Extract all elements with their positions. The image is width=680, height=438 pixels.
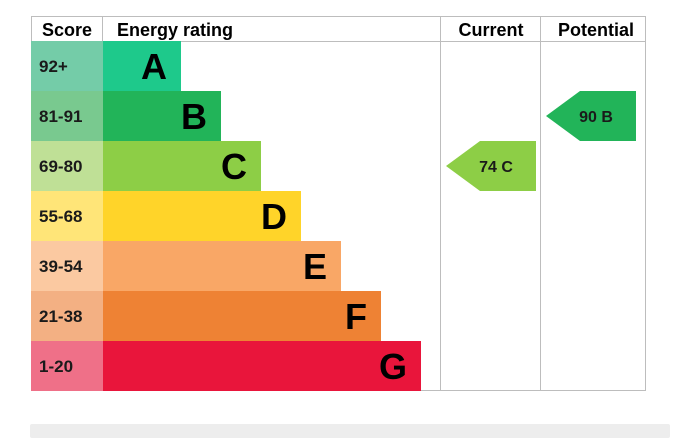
rating-bar-d: [103, 191, 301, 241]
header-potential: Potential: [558, 20, 634, 40]
band-letter-d: D: [261, 196, 287, 237]
rating-bar-f: [103, 291, 381, 341]
score-range-f: 21-38: [39, 307, 82, 326]
score-range-c: 69-80: [39, 157, 82, 176]
current-rating-arrow: 74 C: [446, 141, 536, 191]
rating-bar-a: [103, 41, 181, 91]
score-cell-g: [31, 341, 103, 391]
rating-bar-c: [103, 141, 261, 191]
score-cell-f: [31, 291, 103, 341]
score-cell-a: [31, 41, 103, 91]
band-letter-b: B: [181, 96, 207, 137]
rating-bar-b: [103, 91, 221, 141]
band-a: 92+ A: [31, 41, 181, 91]
header-current: Current: [458, 20, 523, 40]
band-f: 21-38 F: [31, 291, 381, 341]
band-letter-f: F: [345, 296, 367, 337]
score-range-e: 39-54: [39, 257, 83, 276]
rating-bar-g: [103, 341, 421, 391]
epc-rating-chart: Score Energy rating Current Potential 92…: [31, 16, 646, 391]
band-b: 81-91 B: [31, 91, 221, 141]
band-d: 55-68 D: [31, 191, 301, 241]
score-cell-b: [31, 91, 103, 141]
current-rating-arrow-shape: [446, 141, 536, 191]
score-cell-e: [31, 241, 103, 291]
current-rating-arrow-label: 74 C: [479, 159, 513, 176]
band-g: 1-20 G: [31, 341, 421, 391]
score-cell-d: [31, 191, 103, 241]
band-letter-a: A: [141, 46, 167, 87]
score-range-g: 1-20: [39, 357, 73, 376]
footnote-bar: [30, 424, 670, 438]
header-score: Score: [42, 20, 92, 40]
rating-bands: 92+ A 81-91 B 69-80 C 55-68 D 39-54 E 21-38 F 1-20 G: [31, 41, 421, 391]
band-letter-c: C: [221, 146, 247, 187]
score-range-a: 92+: [39, 57, 68, 76]
potential-rating-arrow-label: 90 B: [579, 109, 613, 126]
potential-rating-arrow: 90 B: [546, 91, 636, 141]
potential-rating-arrow-shape: [546, 91, 636, 141]
score-cell-c: [31, 141, 103, 191]
band-letter-e: E: [303, 246, 327, 287]
band-letter-g: G: [379, 346, 407, 387]
header-energy-rating: Energy rating: [117, 20, 233, 40]
rating-arrows: 74 C 90 B: [446, 91, 636, 191]
score-range-d: 55-68: [39, 207, 82, 226]
rating-bar-e: [103, 241, 341, 291]
score-range-b: 81-91: [39, 107, 82, 126]
band-c: 69-80 C: [31, 141, 261, 191]
band-e: 39-54 E: [31, 241, 341, 291]
